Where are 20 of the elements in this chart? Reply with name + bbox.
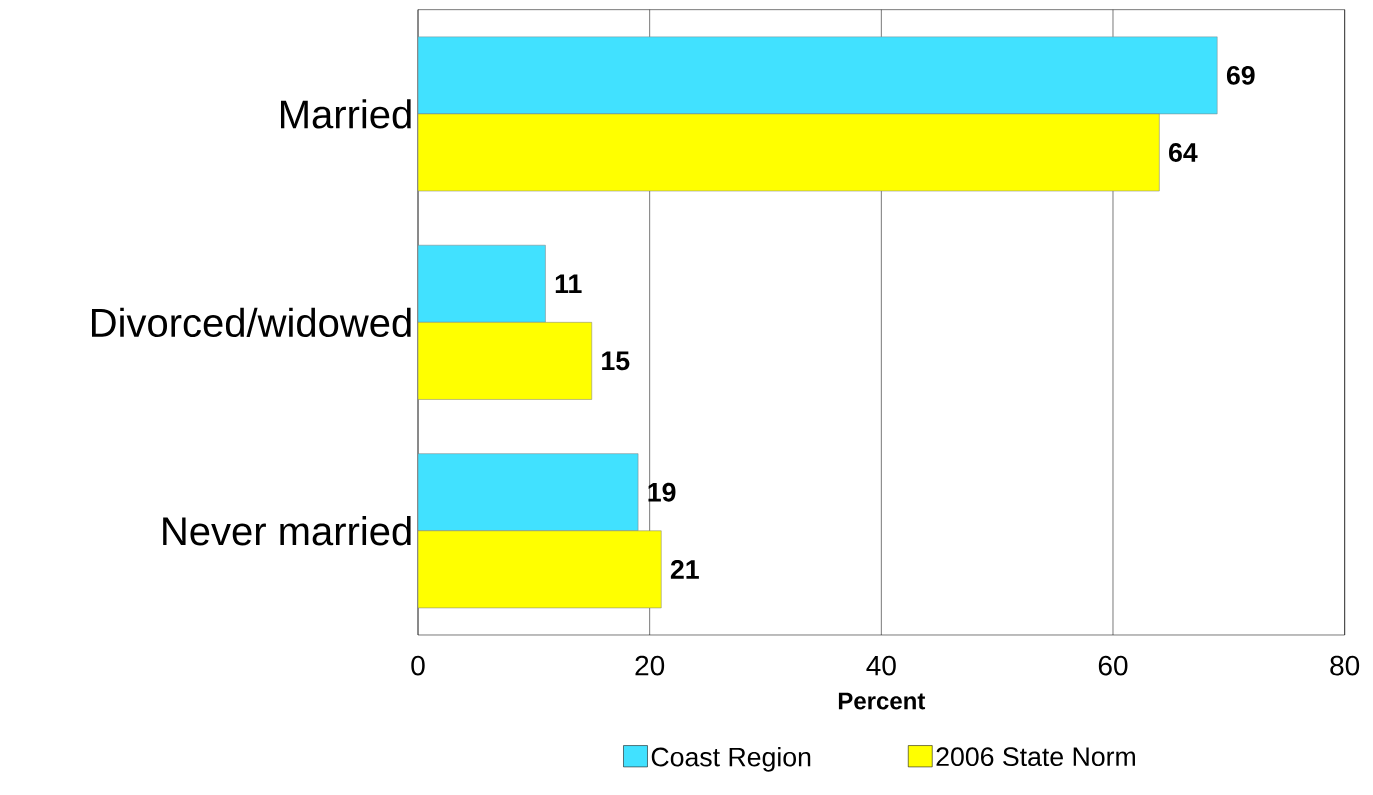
bar [418,322,593,400]
x-axis-title: Percent [838,692,926,710]
x-tick-label: 80 [1330,655,1360,676]
bar [418,530,662,609]
x-tick-label: 0 [411,655,425,676]
y-tick-label: Married [280,99,411,129]
y-tick-label: Divorced/widowed [91,307,411,338]
data-label: 69 [1226,65,1255,85]
x-tick-label: 20 [635,655,665,676]
bar [418,113,1160,192]
data-label: 19 [648,482,676,502]
x-tick-label: 60 [1098,655,1128,676]
y-tick-label: Never married [163,516,411,546]
data-label: 64 [1169,143,1198,162]
data-label: 21 [670,560,699,579]
data-label: 11 [555,274,582,293]
legend-label: 2006 State Norm [936,747,1135,767]
legend-label: Coast Region [651,746,811,772]
x-tick-label: 40 [866,655,896,676]
data-label: 15 [602,351,630,371]
